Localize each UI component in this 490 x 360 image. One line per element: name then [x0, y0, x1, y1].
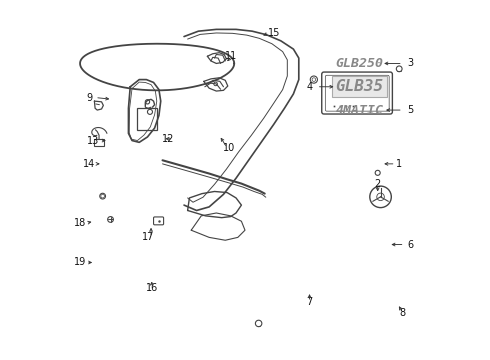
Text: 14: 14	[83, 159, 95, 169]
Text: 19: 19	[74, 257, 86, 267]
Text: GLB250: GLB250	[336, 57, 384, 70]
Text: 4: 4	[306, 82, 313, 92]
Text: Mercedes-Benz: Mercedes-Benz	[336, 91, 378, 96]
Bar	[94, 139, 104, 146]
Text: 16: 16	[146, 283, 158, 293]
Text: 7: 7	[306, 297, 313, 307]
Text: 15: 15	[268, 28, 280, 38]
Text: GLB35: GLB35	[336, 79, 384, 94]
Text: 3: 3	[407, 58, 413, 68]
Text: 2: 2	[374, 179, 381, 189]
Text: 1: 1	[396, 159, 402, 169]
Text: 6: 6	[407, 239, 413, 249]
Text: 17: 17	[142, 232, 154, 242]
Text: 18: 18	[74, 218, 86, 228]
Text: 8: 8	[400, 308, 406, 318]
Text: 11: 11	[224, 51, 237, 61]
Text: 10: 10	[223, 143, 235, 153]
Text: 13: 13	[86, 136, 98, 145]
Text: 9: 9	[86, 93, 92, 103]
Text: 4MATIC: 4MATIC	[336, 104, 384, 117]
Text: 5: 5	[407, 105, 413, 115]
Bar	[137, 108, 157, 130]
Text: 12: 12	[162, 134, 174, 144]
